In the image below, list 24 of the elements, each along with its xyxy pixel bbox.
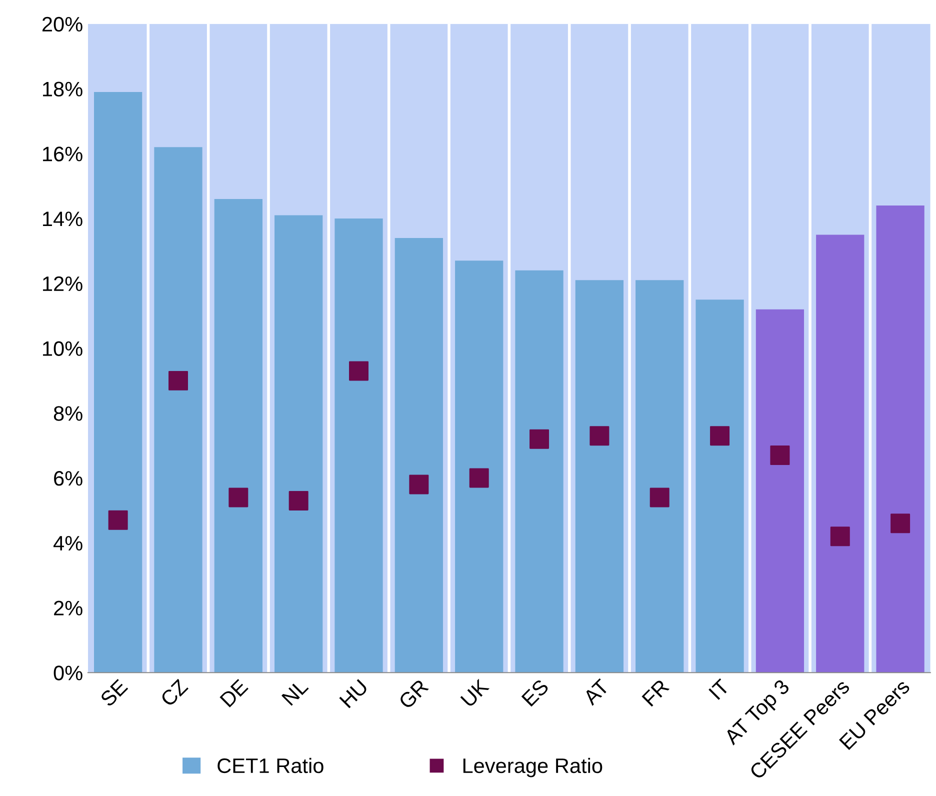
x-tick-label: NL <box>282 678 309 706</box>
legend-label: CET1 Ratio <box>218 758 324 774</box>
x-tick-label: FR <box>642 678 670 707</box>
x-tick-label: ES <box>521 678 550 707</box>
x-tick-label: CZ <box>160 678 189 708</box>
y-tick-label: 8% <box>54 406 82 421</box>
y-tick-label: 4% <box>53 536 82 551</box>
y-tick-label: 2% <box>54 600 82 616</box>
y-tick-label: 10% <box>43 341 82 356</box>
y-tick-label: 20% <box>42 16 82 32</box>
y-tick-label: 16% <box>43 146 82 162</box>
x-tick-label: HU <box>339 679 368 708</box>
legend-label: Leverage Ratio <box>463 758 602 778</box>
x-tick-label: UK <box>460 678 490 708</box>
x-tick-label: IT <box>708 678 730 700</box>
x-tick-label: SE <box>99 678 128 708</box>
y-tick-label: 6% <box>54 471 82 486</box>
x-tick-label: DE <box>220 678 248 708</box>
y-tick-label: 18% <box>43 82 82 97</box>
y-tick-label: 14% <box>43 212 82 226</box>
x-tick-label: GR <box>398 678 430 710</box>
y-tick-label: 12% <box>43 276 82 292</box>
x-tick-label: AT <box>582 678 610 706</box>
y-tick-label: 0% <box>54 666 82 680</box>
